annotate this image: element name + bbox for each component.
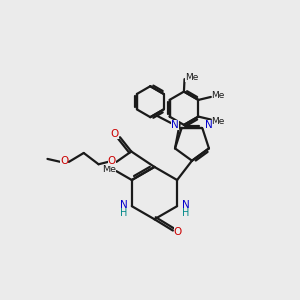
Text: O: O	[174, 227, 182, 237]
Text: H: H	[182, 208, 189, 218]
Text: Me: Me	[102, 165, 116, 174]
Text: Me: Me	[185, 73, 199, 82]
Text: N: N	[171, 121, 179, 130]
Text: O: O	[111, 129, 119, 139]
Text: N: N	[182, 200, 189, 210]
Text: O: O	[60, 156, 68, 166]
Text: N: N	[205, 121, 213, 130]
Text: Me: Me	[212, 91, 225, 100]
Text: O: O	[107, 156, 116, 166]
Text: N: N	[120, 200, 128, 210]
Text: H: H	[120, 208, 127, 218]
Text: Me: Me	[212, 116, 225, 125]
